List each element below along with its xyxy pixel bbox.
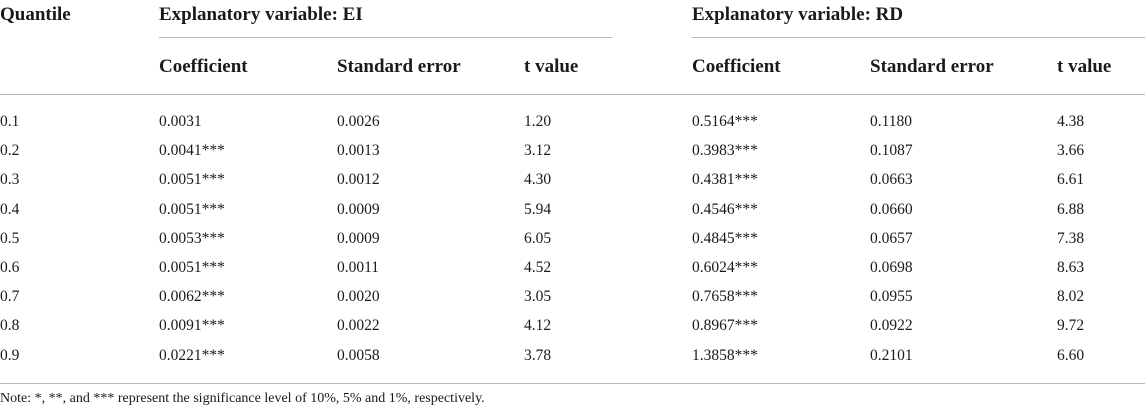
cell-standard-error-ei: 0.0022 [337,317,380,335]
cell-quantile: 0.8 [0,317,20,335]
cell-quantile: 0.9 [0,346,20,364]
cell-standard-error-rd: 0.0660 [870,200,913,218]
cell-standard-error-rd: 0.0663 [870,171,913,189]
cell-t-value-ei: 5.94 [524,200,552,218]
cell-t-value-ei: 4.52 [524,259,552,276]
cell-standard-error-ei: 0.0012 [337,171,380,189]
cell-coefficient-ei: 0.0041*** [159,142,225,160]
cell-coefficient-rd: 1.3858*** [692,346,758,364]
cell-t-value-ei: 3.12 [524,142,552,160]
cell-t-value-rd: 8.63 [1057,259,1085,276]
cell-t-value-ei: 4.30 [524,171,552,189]
cell-standard-error-ei: 0.0009 [337,200,380,218]
column-header-t-value-ei: t value [524,56,579,77]
cell-quantile: 0.7 [0,288,20,306]
cell-quantile: 0.6 [0,259,20,276]
cell-t-value-rd: 9.72 [1057,317,1085,335]
cell-coefficient-rd: 0.5164*** [692,113,758,130]
cell-t-value-rd: 6.60 [1057,346,1085,364]
cell-standard-error-rd: 0.1087 [870,142,913,160]
cell-standard-error-ei: 0.0013 [337,142,380,160]
group-header-ei: Explanatory variable: EI [159,4,363,25]
cell-standard-error-rd: 0.0657 [870,229,913,247]
column-header-coefficient-rd: Coefficient [692,56,781,77]
cell-coefficient-ei: 0.0221*** [159,346,225,364]
group-underline-ei [159,37,612,38]
cell-standard-error-rd: 0.0698 [870,259,913,276]
cell-coefficient-rd: 0.3983*** [692,142,758,160]
cell-standard-error-ei: 0.0011 [337,259,380,276]
cell-standard-error-ei: 0.0058 [337,346,380,364]
cell-t-value-ei: 6.05 [524,229,552,247]
cell-coefficient-ei: 0.0031 [159,113,202,130]
cell-quantile: 0.5 [0,229,20,247]
cell-t-value-rd: 8.02 [1057,288,1085,306]
cell-coefficient-rd: 0.8967*** [692,317,758,335]
cell-t-value-ei: 3.78 [524,346,552,364]
cell-coefficient-ei: 0.0091*** [159,317,225,335]
cell-coefficient-rd: 0.7658*** [692,288,758,306]
cell-standard-error-ei: 0.0009 [337,229,380,247]
cell-t-value-rd: 6.88 [1057,200,1085,218]
cell-coefficient-ei: 0.0051*** [159,259,225,276]
cell-standard-error-rd: 0.1180 [870,113,913,130]
cell-standard-error-ei: 0.0026 [337,113,380,130]
column-header-coefficient-ei: Coefficient [159,56,248,77]
group-underline-rd [692,37,1145,38]
cell-t-value-ei: 3.05 [524,288,552,306]
cell-t-value-rd: 4.38 [1057,113,1085,130]
cell-coefficient-ei: 0.0062*** [159,288,225,306]
quantile-header: Quantile [0,4,71,25]
cell-t-value-ei: 4.12 [524,317,552,335]
cell-t-value-rd: 3.66 [1057,142,1085,160]
group-header-rd: Explanatory variable: RD [692,4,904,25]
cell-coefficient-ei: 0.0051*** [159,171,225,189]
cell-coefficient-rd: 0.6024*** [692,259,758,276]
column-header-t-value-rd: t value [1057,56,1112,77]
cell-coefficient-rd: 0.4546*** [692,200,758,218]
cell-quantile: 0.2 [0,142,20,160]
cell-quantile: 0.1 [0,113,20,130]
cell-t-value-ei: 1.20 [524,113,552,130]
cell-standard-error-rd: 0.0922 [870,317,913,335]
bottom-rule [0,383,1145,384]
column-header-standard-error-rd: Standard error [870,56,994,77]
cell-standard-error-rd: 0.2101 [870,346,913,364]
cell-coefficient-ei: 0.0051*** [159,200,225,218]
cell-coefficient-rd: 0.4845*** [692,229,758,247]
header-rule [0,94,1145,95]
cell-t-value-rd: 7.38 [1057,229,1085,247]
column-header-standard-error-ei: Standard error [337,56,461,77]
cell-coefficient-ei: 0.0053*** [159,229,225,247]
cell-standard-error-rd: 0.0955 [870,288,913,306]
table-note: Note: *, **, and *** represent the signi… [0,391,485,406]
cell-standard-error-ei: 0.0020 [337,288,380,306]
cell-quantile: 0.3 [0,171,20,189]
cell-quantile: 0.4 [0,200,20,218]
cell-coefficient-rd: 0.4381*** [692,171,758,189]
cell-t-value-rd: 6.61 [1057,171,1085,189]
